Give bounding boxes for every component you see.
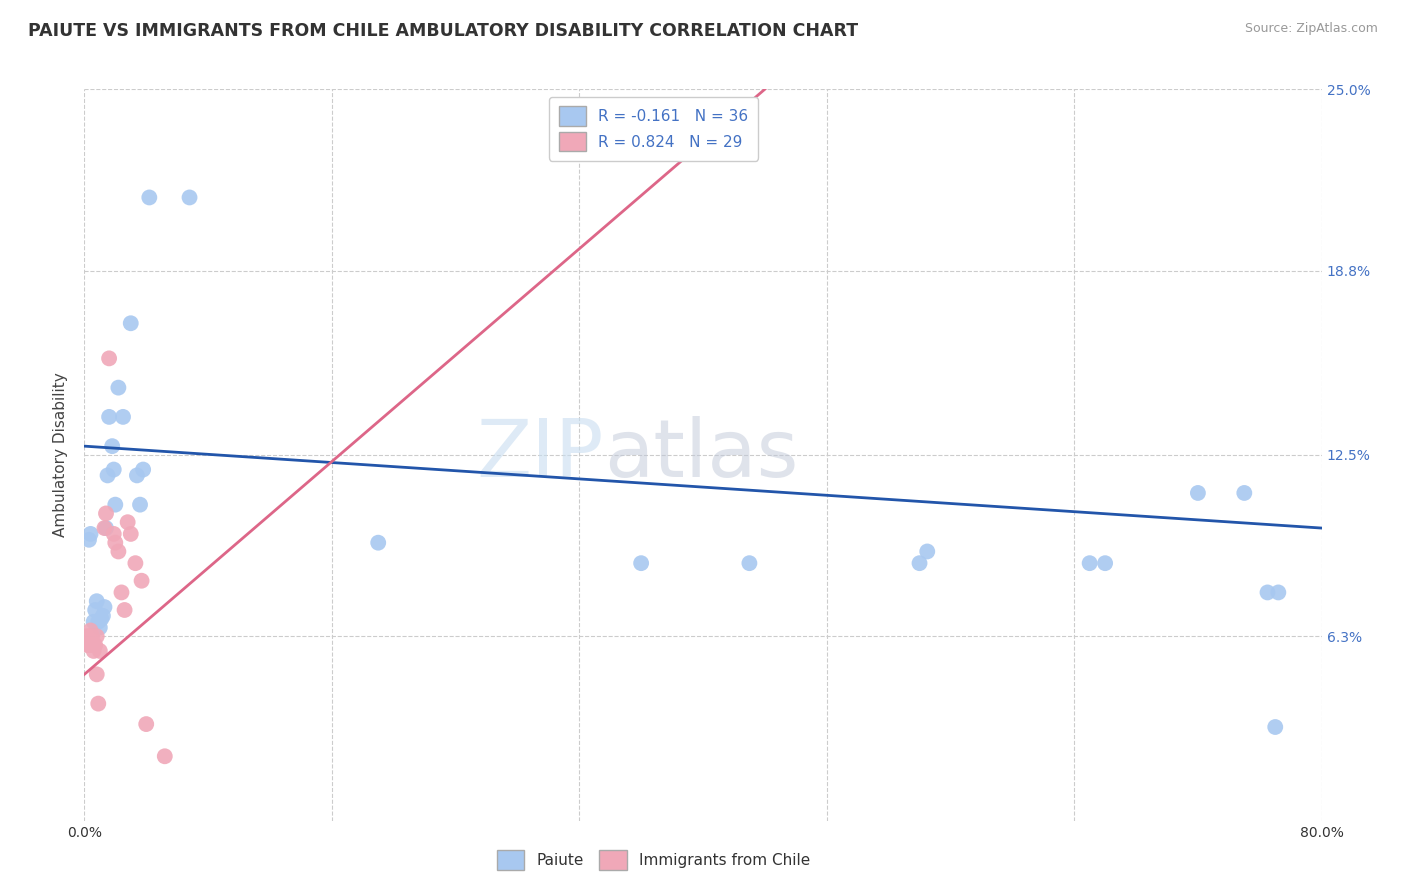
- Point: [107, 381, 129, 395]
- Point: [79, 527, 101, 541]
- Point: [132, 462, 155, 476]
- Point: [94, 507, 117, 521]
- Point: [153, 749, 176, 764]
- Point: [86, 667, 108, 681]
- Point: [107, 544, 129, 558]
- Point: [75, 629, 97, 643]
- Point: [82, 638, 104, 652]
- Point: [112, 409, 135, 424]
- Point: [79, 629, 101, 643]
- Y-axis label: Ambulatory Disability: Ambulatory Disability: [53, 373, 69, 537]
- Point: [131, 574, 153, 588]
- Point: [86, 629, 108, 643]
- Point: [94, 521, 117, 535]
- Point: [97, 468, 120, 483]
- Point: [103, 527, 125, 541]
- Point: [84, 638, 107, 652]
- Point: [367, 535, 389, 549]
- Point: [91, 608, 114, 623]
- Point: [84, 603, 107, 617]
- Point: [83, 638, 105, 652]
- Point: [83, 644, 105, 658]
- Text: Source: ZipAtlas.com: Source: ZipAtlas.com: [1244, 22, 1378, 36]
- Point: [77, 629, 100, 643]
- Point: [1078, 556, 1101, 570]
- Text: atlas: atlas: [605, 416, 799, 494]
- Point: [738, 556, 761, 570]
- Point: [103, 462, 125, 476]
- Point: [1094, 556, 1116, 570]
- Point: [79, 624, 101, 638]
- Point: [77, 533, 100, 547]
- Point: [120, 527, 142, 541]
- Point: [76, 638, 98, 652]
- Point: [630, 556, 652, 570]
- Point: [98, 409, 121, 424]
- Point: [93, 521, 115, 535]
- Point: [135, 717, 157, 731]
- Point: [110, 585, 132, 599]
- Point: [77, 638, 100, 652]
- Point: [104, 498, 127, 512]
- Point: [90, 612, 112, 626]
- Point: [101, 439, 124, 453]
- Point: [89, 621, 111, 635]
- Point: [114, 603, 136, 617]
- Point: [1233, 486, 1256, 500]
- Point: [93, 600, 115, 615]
- Point: [179, 190, 201, 204]
- Point: [1257, 585, 1279, 599]
- Point: [82, 629, 104, 643]
- Point: [1187, 486, 1209, 500]
- Text: PAIUTE VS IMMIGRANTS FROM CHILE AMBULATORY DISABILITY CORRELATION CHART: PAIUTE VS IMMIGRANTS FROM CHILE AMBULATO…: [28, 22, 858, 40]
- Point: [129, 498, 152, 512]
- Point: [104, 535, 127, 549]
- Point: [1264, 720, 1286, 734]
- Point: [83, 615, 105, 629]
- Point: [87, 615, 110, 629]
- Point: [117, 515, 139, 529]
- Point: [98, 351, 121, 366]
- Point: [138, 190, 160, 204]
- Point: [124, 556, 146, 570]
- Point: [908, 556, 931, 570]
- Point: [120, 316, 142, 330]
- Point: [1267, 585, 1289, 599]
- Text: ZIP: ZIP: [477, 416, 605, 494]
- Point: [87, 697, 110, 711]
- Point: [917, 544, 939, 558]
- Point: [125, 468, 148, 483]
- Legend: Paiute, Immigrants from Chile: Paiute, Immigrants from Chile: [488, 841, 820, 879]
- Point: [89, 644, 111, 658]
- Point: [86, 594, 108, 608]
